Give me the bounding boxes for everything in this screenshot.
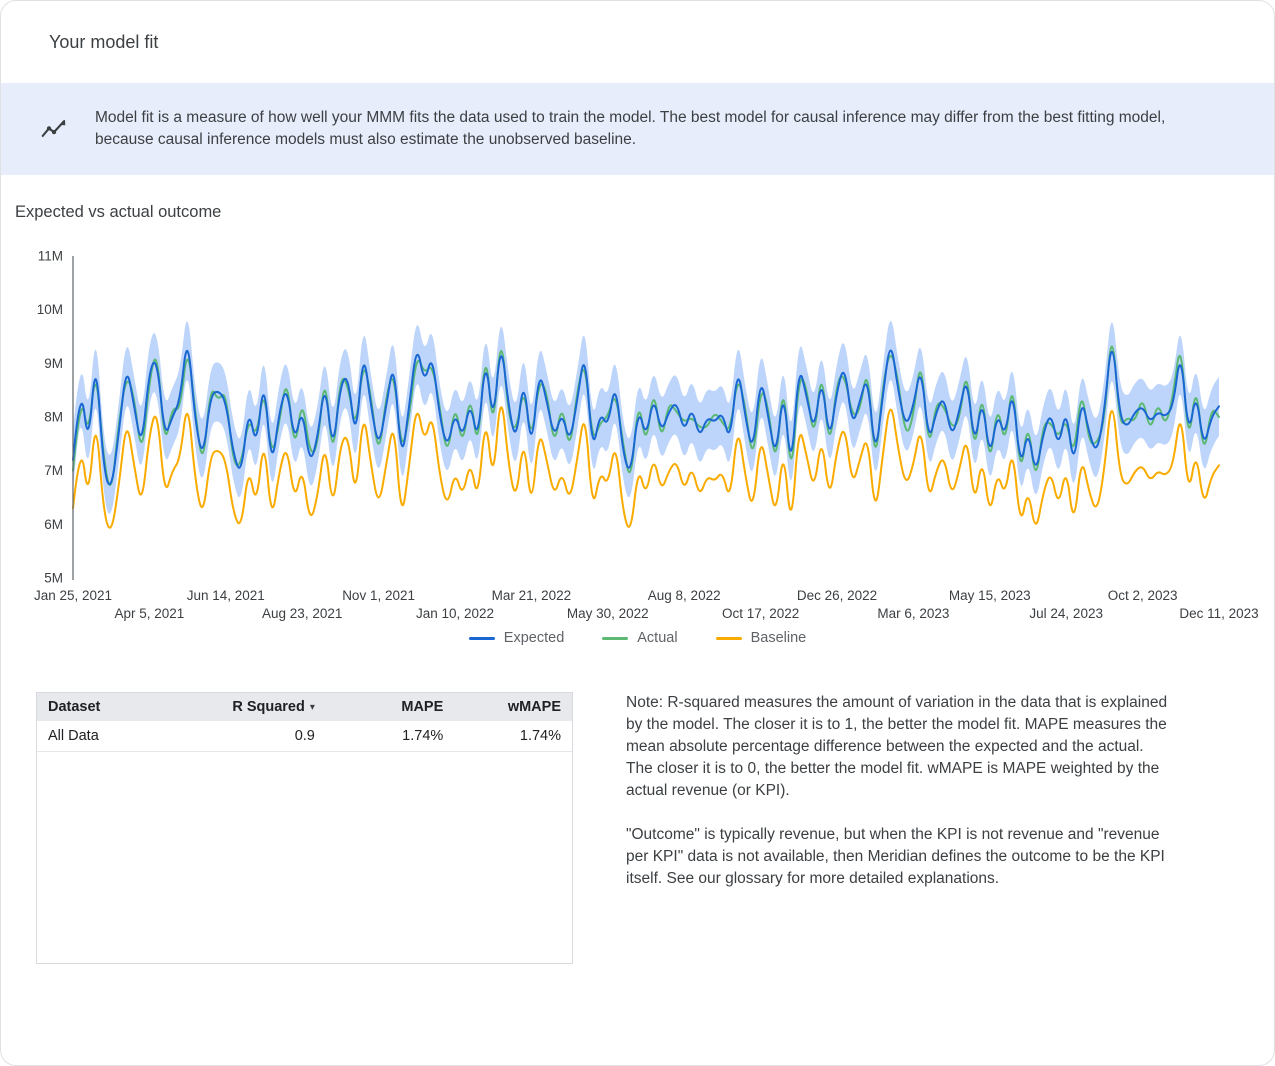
sort-desc-icon[interactable]: ▾ (309, 702, 315, 713)
chart-legend: Expected Actual Baseline (1, 630, 1274, 646)
x-tick-label: Aug 8, 2022 (648, 588, 721, 603)
chart-section-title: Expected vs actual outcome (15, 203, 222, 221)
title-bar: Your model fit (1, 1, 1274, 83)
table-row: All Data 0.9 1.74% 1.74% (37, 721, 572, 752)
x-tick-label: Jan 25, 2021 (34, 588, 112, 603)
x-tick-label: Apr 5, 2021 (114, 606, 184, 621)
table-header-row: Dataset R Squared ▾ MAPE wMAPE (37, 693, 572, 721)
legend-item-expected: Expected (468, 630, 565, 646)
credible-interval-band (73, 321, 1219, 514)
x-tick-label: Dec 26, 2022 (797, 588, 877, 603)
insights-icon (37, 114, 71, 144)
model-fit-table: Dataset R Squared ▾ MAPE wMAPE All Data 0… (37, 693, 572, 752)
baseline-line (72, 406, 1220, 529)
x-tick-label: Jul 24, 2023 (1029, 606, 1103, 621)
x-tick-label: Mar 21, 2022 (492, 588, 572, 603)
x-tick-label: Oct 2, 2023 (1108, 588, 1178, 603)
note-paragraph-1: Note: R-squared measures the amount of v… (626, 694, 1168, 799)
y-tick-label: 8M (44, 410, 63, 425)
y-tick-label: 9M (44, 356, 63, 371)
x-tick-label: Oct 17, 2022 (722, 606, 799, 621)
x-tick-label: Mar 6, 2023 (877, 606, 949, 621)
lower-section: Dataset R Squared ▾ MAPE wMAPE All Data 0… (36, 692, 1239, 964)
col-header-r-squared[interactable]: R Squared ▾ (186, 693, 326, 721)
baseline-legend-label: Baseline (750, 630, 807, 646)
actual-swatch (602, 636, 629, 640)
cell-mape: 1.74% (325, 721, 455, 752)
actual-legend-label: Actual (637, 630, 678, 646)
y-tick-label: 6M (44, 517, 63, 532)
info-banner: Model fit is a measure of how well your … (1, 83, 1274, 175)
expected-swatch (468, 636, 495, 640)
y-tick-label: 11M (38, 249, 63, 264)
note-paragraph-2: "Outcome" is typically revenue, but when… (626, 826, 1165, 887)
x-tick-label: Jan 10, 2022 (416, 606, 494, 621)
expected-line (72, 349, 1220, 486)
col-header-wmape: wMAPE (454, 693, 572, 721)
legend-item-actual: Actual (602, 630, 678, 646)
cell-r-squared: 0.9 (186, 721, 326, 752)
x-tick-label: Dec 11, 2023 (1179, 606, 1258, 621)
expected-legend-label: Expected (503, 630, 565, 646)
baseline-swatch (715, 636, 742, 640)
col-header-dataset: Dataset (37, 693, 187, 721)
notes-text: Note: R-squared measures the amount of v… (626, 692, 1171, 964)
cell-wmape: 1.74% (454, 721, 572, 752)
page-title: Your model fit (49, 31, 159, 52)
legend-item-baseline: Baseline (715, 630, 807, 646)
banner-text: Model fit is a measure of how well your … (95, 109, 1166, 148)
x-tick-label: Aug 23, 2021 (262, 606, 342, 621)
y-tick-label: 10M (37, 302, 63, 317)
chart-container: 5M 6M 7M 8M 9M 10M 11M Jan 25, 2021 Apr 5, 2021 J… (1, 248, 1274, 647)
x-tick-label: May 15, 2023 (949, 588, 1031, 603)
cell-dataset: All Data (37, 721, 187, 752)
y-tick-label: 7M (44, 463, 63, 478)
model-fit-table-box: Dataset R Squared ▾ MAPE wMAPE All Data 0… (36, 692, 573, 964)
x-tick-label: Jun 14, 2021 (187, 588, 265, 603)
x-tick-label: May 30, 2022 (567, 606, 649, 621)
col-header-mape: MAPE (325, 693, 455, 721)
y-tick-label: 5M (44, 571, 63, 586)
x-tick-label: Nov 1, 2021 (342, 588, 415, 603)
